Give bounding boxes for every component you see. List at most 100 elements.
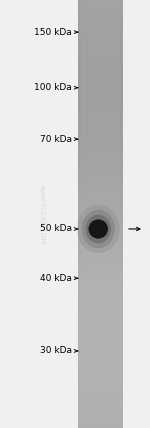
Bar xyxy=(78,261,123,265)
Bar xyxy=(78,300,123,304)
Bar xyxy=(78,218,123,223)
Bar xyxy=(78,98,123,103)
Bar xyxy=(78,60,123,64)
Bar xyxy=(78,137,123,141)
Bar xyxy=(78,402,123,407)
Bar xyxy=(78,248,123,253)
Bar xyxy=(78,398,123,402)
Bar xyxy=(78,30,123,34)
Text: 30 kDa: 30 kDa xyxy=(40,346,72,356)
Bar xyxy=(78,287,123,291)
Bar xyxy=(78,81,123,86)
Bar xyxy=(78,47,123,51)
Bar xyxy=(78,419,123,424)
Bar xyxy=(78,338,123,342)
Bar xyxy=(78,368,123,372)
Bar xyxy=(78,56,123,60)
Bar xyxy=(78,330,123,334)
Text: 50 kDa: 50 kDa xyxy=(40,224,72,234)
Bar xyxy=(78,154,123,158)
Bar xyxy=(78,205,123,210)
Bar xyxy=(78,360,123,364)
Bar xyxy=(78,17,123,21)
Bar xyxy=(78,9,123,13)
Bar xyxy=(78,274,123,278)
Bar xyxy=(78,124,123,128)
Bar xyxy=(78,407,123,411)
Bar xyxy=(78,377,123,381)
Bar xyxy=(78,394,123,398)
Bar xyxy=(78,295,123,300)
Bar xyxy=(78,158,123,163)
Bar xyxy=(78,282,123,287)
Bar xyxy=(78,325,123,330)
Bar xyxy=(81,0,120,428)
Bar xyxy=(78,385,123,389)
Ellipse shape xyxy=(77,205,120,253)
Bar xyxy=(78,389,123,394)
Bar xyxy=(78,180,123,184)
Bar xyxy=(78,193,123,197)
Bar xyxy=(78,355,123,360)
Bar xyxy=(78,0,123,4)
Bar xyxy=(78,411,123,415)
Bar xyxy=(78,235,123,240)
Bar xyxy=(78,150,123,154)
Bar xyxy=(78,103,123,107)
Bar xyxy=(78,270,123,274)
Bar xyxy=(78,171,123,175)
Bar xyxy=(78,73,123,77)
Ellipse shape xyxy=(88,220,108,239)
Bar xyxy=(78,167,123,171)
Bar xyxy=(78,308,123,312)
Bar xyxy=(78,334,123,338)
Bar xyxy=(78,133,123,137)
Bar xyxy=(78,188,123,193)
Bar xyxy=(78,312,123,317)
Bar xyxy=(78,321,123,325)
Bar xyxy=(78,43,123,47)
Text: 70 kDa: 70 kDa xyxy=(40,134,72,144)
Bar xyxy=(78,184,123,188)
Bar xyxy=(78,257,123,261)
Bar xyxy=(78,424,123,428)
Bar xyxy=(78,146,123,150)
Bar xyxy=(78,90,123,94)
Bar xyxy=(78,21,123,26)
Bar xyxy=(78,111,123,116)
Bar xyxy=(78,381,123,385)
Ellipse shape xyxy=(82,210,115,248)
Bar xyxy=(78,26,123,30)
Bar xyxy=(78,68,123,73)
Bar xyxy=(78,291,123,295)
Bar xyxy=(78,51,123,56)
Bar xyxy=(78,13,123,17)
Bar xyxy=(78,231,123,235)
Text: 40 kDa: 40 kDa xyxy=(40,273,72,283)
Bar xyxy=(78,244,123,248)
Bar xyxy=(78,64,123,68)
Bar xyxy=(78,141,123,146)
Bar xyxy=(78,77,123,81)
Text: 150 kDa: 150 kDa xyxy=(34,27,72,37)
Bar xyxy=(78,415,123,419)
Bar xyxy=(78,120,123,124)
Bar xyxy=(78,214,123,218)
Bar xyxy=(78,0,123,428)
Text: www.TGLAB.COM: www.TGLAB.COM xyxy=(39,184,45,244)
Bar xyxy=(78,163,123,167)
Bar xyxy=(78,223,123,227)
Bar xyxy=(78,265,123,270)
Bar xyxy=(78,317,123,321)
Bar xyxy=(78,128,123,133)
Bar xyxy=(78,347,123,351)
Bar xyxy=(78,372,123,377)
Bar xyxy=(78,39,123,43)
Ellipse shape xyxy=(85,214,111,244)
Bar xyxy=(78,351,123,355)
Bar xyxy=(78,116,123,120)
Bar xyxy=(78,107,123,111)
Bar xyxy=(78,94,123,98)
Bar xyxy=(78,175,123,180)
Bar xyxy=(78,4,123,9)
